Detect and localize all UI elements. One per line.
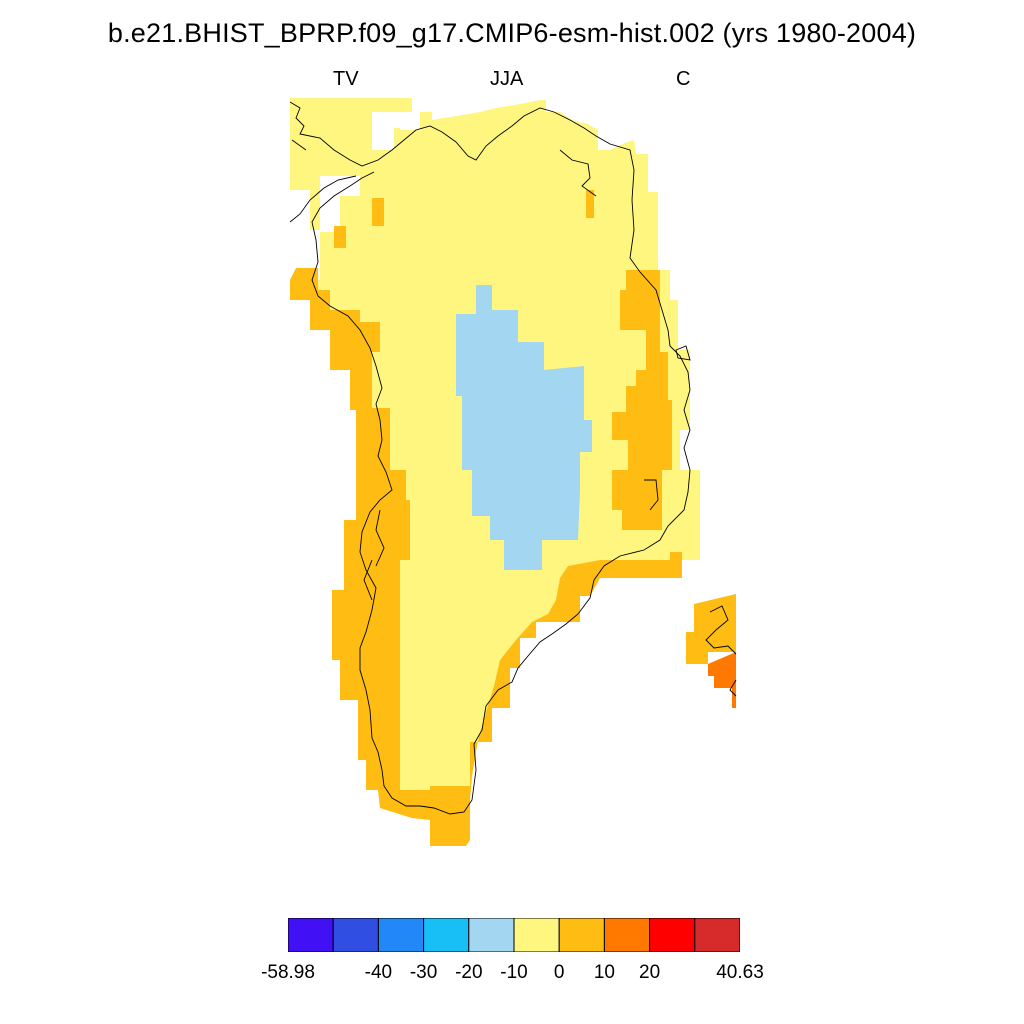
field-minus-20-to-minus-10 bbox=[456, 285, 592, 570]
field-20-to-30 bbox=[708, 652, 736, 708]
colorbar-box bbox=[468, 918, 515, 952]
colorbar-box bbox=[377, 918, 425, 952]
colorbar-box bbox=[423, 918, 470, 952]
colorbar-tick-label: -10 bbox=[500, 962, 528, 983]
colorbar-box bbox=[603, 918, 651, 952]
colorbar-box bbox=[332, 918, 379, 952]
colorbar-tick-label: 10 bbox=[593, 962, 615, 983]
colorbar-tick-label: 20 bbox=[639, 962, 661, 983]
variable-label: TV bbox=[333, 68, 359, 90]
units-label: C bbox=[676, 68, 691, 90]
colorbar-tick-label: 40.63 bbox=[716, 962, 764, 983]
field-10-to-20-west bbox=[290, 268, 682, 846]
field-10-to-20-island bbox=[686, 594, 736, 664]
coastline bbox=[289, 101, 737, 815]
colorbar-tick-label: 0 bbox=[553, 962, 565, 983]
colorbar-box bbox=[649, 918, 696, 952]
season-label: JJA bbox=[490, 68, 524, 90]
colorbar-tick-label: -40 bbox=[364, 962, 393, 983]
colorbar-box bbox=[694, 918, 740, 952]
colorbar-box bbox=[288, 918, 334, 952]
colorbar-box bbox=[513, 918, 560, 952]
colorbar-tick-label: -20 bbox=[455, 962, 483, 983]
plot-title: b.e21.BHIST_BPRP.f09_g17.CMIP6-esm-hist.… bbox=[107, 18, 917, 48]
colorbar-tick-label: -58.98 bbox=[261, 962, 315, 983]
colorbar-box bbox=[558, 918, 605, 952]
colorbar bbox=[288, 918, 740, 952]
field-10-to-20-east bbox=[612, 270, 672, 530]
colorbar-tick-label: -30 bbox=[409, 962, 438, 983]
